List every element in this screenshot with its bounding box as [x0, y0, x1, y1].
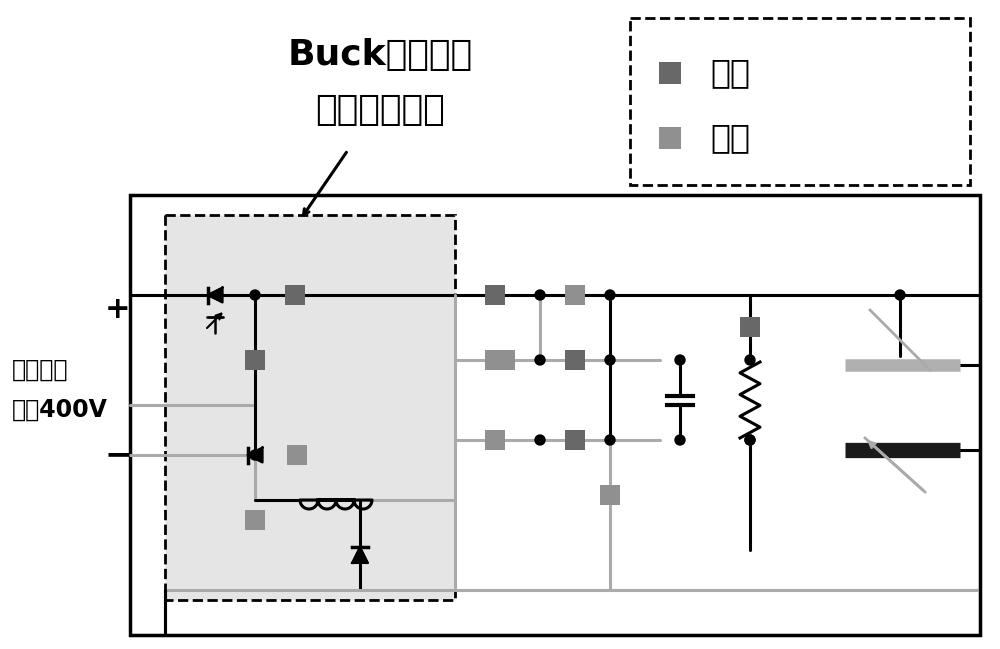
Circle shape — [535, 435, 545, 445]
Bar — [485, 285, 505, 305]
Circle shape — [250, 290, 260, 300]
Polygon shape — [248, 448, 262, 463]
Bar — [485, 430, 505, 450]
Circle shape — [535, 355, 545, 365]
Bar — [485, 350, 505, 370]
Text: 家用直流: 家用直流 — [12, 358, 68, 382]
Text: Buck型大功率: Buck型大功率 — [287, 38, 473, 72]
Polygon shape — [208, 288, 222, 302]
Circle shape — [535, 290, 545, 300]
Bar — [565, 285, 585, 305]
Circle shape — [605, 290, 615, 300]
Bar — [600, 485, 620, 505]
Text: 开通: 开通 — [710, 56, 750, 90]
Text: 直流变换电路: 直流变换电路 — [315, 93, 445, 127]
Bar — [165, 215, 455, 600]
Bar — [565, 350, 585, 370]
Circle shape — [605, 355, 615, 365]
Circle shape — [250, 450, 260, 460]
Bar — [659, 62, 681, 84]
Circle shape — [605, 435, 615, 445]
Text: 关断: 关断 — [710, 121, 750, 154]
Text: 电源400V: 电源400V — [12, 398, 108, 422]
Circle shape — [895, 290, 905, 300]
Bar — [630, 18, 970, 185]
Circle shape — [745, 435, 755, 445]
Text: −: − — [104, 439, 132, 472]
Bar — [740, 317, 760, 337]
Bar — [287, 445, 307, 465]
Circle shape — [745, 435, 755, 445]
Circle shape — [675, 355, 685, 365]
Bar — [495, 350, 515, 370]
Polygon shape — [352, 547, 368, 563]
Bar — [245, 510, 265, 530]
Bar — [245, 350, 265, 370]
Bar — [659, 127, 681, 149]
Bar — [285, 285, 305, 305]
Text: +: + — [105, 295, 131, 324]
Circle shape — [675, 435, 685, 445]
Bar — [130, 195, 980, 635]
Bar — [565, 430, 585, 450]
Circle shape — [745, 355, 755, 365]
